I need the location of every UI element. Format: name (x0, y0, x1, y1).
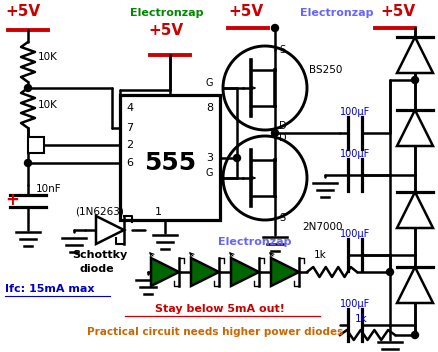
Text: diode: diode (80, 264, 114, 274)
Circle shape (385, 269, 392, 276)
Text: BS250: BS250 (308, 65, 342, 75)
Text: 100μF: 100μF (339, 107, 369, 117)
Polygon shape (151, 258, 179, 286)
Text: 1k: 1k (354, 314, 367, 324)
Text: 8: 8 (205, 103, 212, 113)
Text: Ifc: 15mA max: Ifc: 15mA max (5, 284, 94, 294)
Text: +5V: +5V (379, 4, 414, 19)
Text: 2: 2 (126, 140, 133, 150)
Circle shape (25, 84, 32, 92)
Text: +5V: +5V (5, 4, 40, 19)
Text: Practical circuit needs higher power diodes: Practical circuit needs higher power dio… (87, 327, 343, 337)
Text: G: G (205, 168, 212, 178)
Text: 2N7000: 2N7000 (301, 222, 342, 232)
Text: Electronzap: Electronzap (218, 237, 291, 247)
Text: 3: 3 (205, 153, 212, 163)
Text: +: + (5, 191, 19, 209)
Polygon shape (396, 192, 432, 228)
Text: 1k: 1k (313, 250, 326, 260)
Text: 4: 4 (126, 103, 133, 113)
Text: G: G (205, 78, 212, 88)
Text: Schottky: Schottky (72, 250, 127, 260)
Text: 1: 1 (155, 207, 162, 217)
Text: 555: 555 (144, 151, 196, 175)
Text: 10K: 10K (38, 100, 58, 110)
Polygon shape (396, 267, 432, 303)
Polygon shape (396, 37, 432, 73)
Circle shape (410, 332, 417, 339)
Bar (120, 95, 219, 220)
Polygon shape (270, 258, 298, 286)
Polygon shape (96, 216, 124, 244)
Text: Electronzap: Electronzap (299, 8, 373, 18)
Text: 100μF: 100μF (339, 229, 369, 239)
Text: +5V: +5V (148, 23, 183, 38)
Polygon shape (396, 110, 432, 146)
Polygon shape (230, 258, 258, 286)
Circle shape (271, 130, 278, 137)
Bar (28, 137, 44, 153)
Text: S: S (279, 45, 284, 55)
Circle shape (25, 159, 32, 166)
Text: 100μF: 100μF (339, 299, 369, 309)
Text: Electronzap: Electronzap (130, 8, 203, 18)
Text: 7: 7 (126, 123, 133, 133)
Circle shape (233, 155, 240, 162)
Circle shape (410, 76, 417, 83)
Polygon shape (191, 258, 219, 286)
Text: Stay below 5mA out!: Stay below 5mA out! (155, 304, 284, 314)
Text: +5V: +5V (227, 4, 262, 19)
Text: D: D (279, 121, 286, 131)
Text: D: D (279, 133, 286, 143)
Text: 6: 6 (126, 158, 133, 168)
Text: 10nF: 10nF (36, 184, 61, 194)
Text: (1N6263): (1N6263) (75, 207, 124, 217)
Text: 100μF: 100μF (339, 149, 369, 159)
Text: S: S (279, 213, 284, 223)
Circle shape (271, 25, 278, 31)
Text: 10K: 10K (38, 52, 58, 62)
